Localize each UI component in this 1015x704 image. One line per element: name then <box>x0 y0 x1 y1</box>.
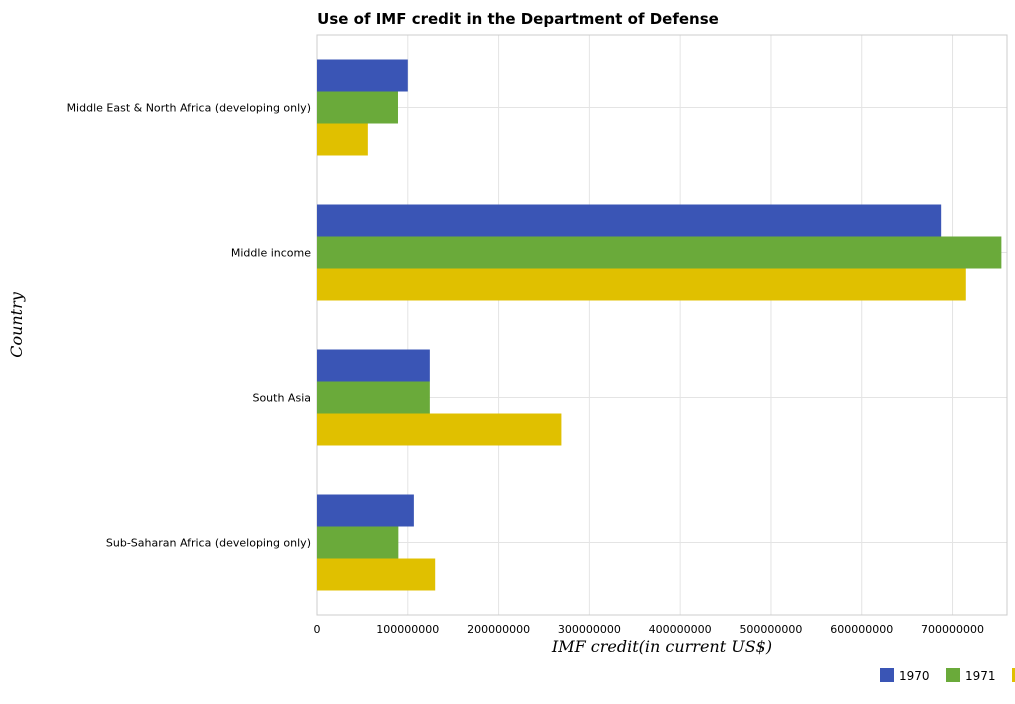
bar-1970 <box>317 349 430 382</box>
y-axis-ticks: Middle East & North Africa (developing o… <box>67 102 312 550</box>
y-axis-label: Country <box>7 291 26 358</box>
bar-1970 <box>317 494 414 527</box>
x-tick-label: 200000000 <box>467 623 530 636</box>
legend-label-1971: 1971 <box>965 669 996 683</box>
legend: 197019711972 <box>880 668 1015 683</box>
bar-1972 <box>317 123 368 156</box>
bar-1971 <box>317 381 430 414</box>
bar-1972 <box>317 413 562 446</box>
bar-1970 <box>317 204 942 237</box>
bars <box>317 59 1002 591</box>
legend-swatch-1971 <box>946 668 960 682</box>
y-tick-label: Sub-Saharan Africa (developing only) <box>106 537 311 550</box>
y-tick-label: Middle income <box>231 247 311 260</box>
x-axis-label: IMF credit(in current US$) <box>551 637 772 656</box>
y-tick-label: Middle East & North Africa (developing o… <box>67 102 311 115</box>
y-tick-label: South Asia <box>252 392 311 405</box>
bar-1971 <box>317 526 399 559</box>
grid <box>316 35 1007 615</box>
bar-1972 <box>317 558 436 591</box>
x-tick-label: 500000000 <box>739 623 802 636</box>
x-tick-label: 0 <box>314 623 321 636</box>
x-tick-label: 100000000 <box>376 623 439 636</box>
bar-1971 <box>317 236 1002 269</box>
legend-label-1970: 1970 <box>899 669 930 683</box>
x-tick-label: 300000000 <box>558 623 621 636</box>
plot-area-frame <box>316 34 1008 616</box>
legend-swatch-1972 <box>1012 668 1015 682</box>
x-axis-ticks: 0 100000000 200000000 300000000 400000000 500… <box>314 623 985 636</box>
x-tick-label: 700000000 <box>921 623 984 636</box>
bar-1970 <box>317 59 408 92</box>
chart-title: Use of IMF credit in the Department of D… <box>317 10 719 28</box>
legend-swatch-1970 <box>880 668 894 682</box>
x-tick-label: 400000000 <box>649 623 712 636</box>
bar-1971 <box>317 91 398 124</box>
bar-1972 <box>317 268 966 301</box>
x-tick-label: 600000000 <box>830 623 893 636</box>
